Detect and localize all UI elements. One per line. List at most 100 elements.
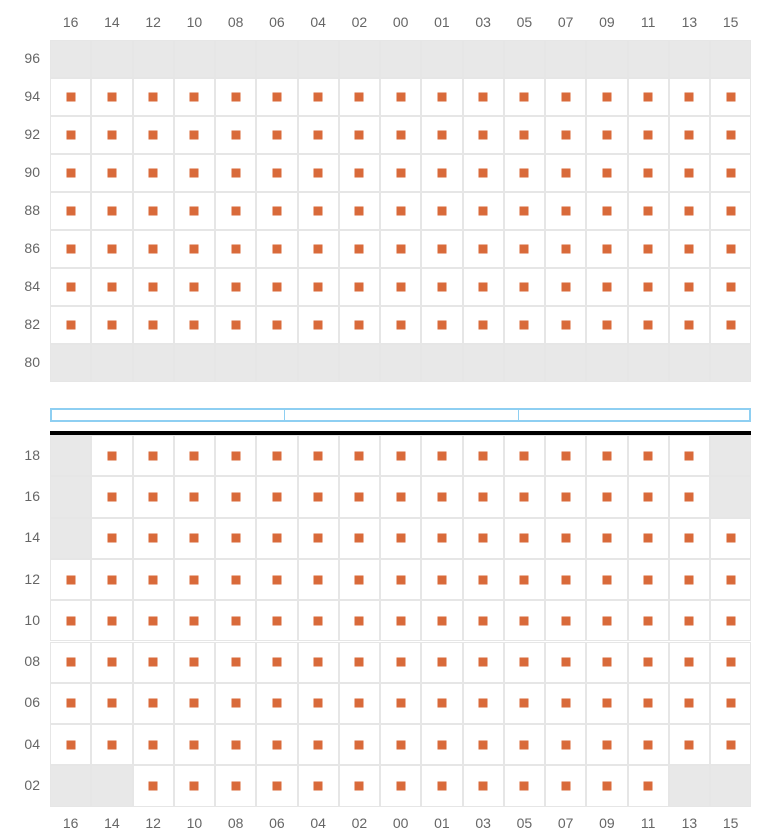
seat-cell[interactable] — [669, 435, 710, 476]
seat-cell[interactable] — [339, 683, 380, 724]
seat-cell[interactable] — [628, 435, 669, 476]
seat-cell[interactable] — [463, 435, 504, 476]
seat-cell[interactable] — [380, 683, 421, 724]
seat-cell[interactable] — [339, 230, 380, 268]
seat-cell[interactable] — [463, 559, 504, 600]
seat-cell[interactable] — [298, 642, 339, 683]
seat-cell[interactable] — [586, 518, 627, 559]
seat-cell[interactable] — [710, 724, 751, 765]
seat-cell[interactable] — [710, 600, 751, 641]
seat-cell[interactable] — [215, 642, 256, 683]
seat-cell[interactable] — [298, 268, 339, 306]
seat-cell[interactable] — [586, 192, 627, 230]
seat-cell[interactable] — [421, 683, 462, 724]
seat-cell[interactable] — [504, 724, 545, 765]
seat-cell[interactable] — [133, 765, 174, 806]
seat-cell[interactable] — [50, 154, 91, 192]
seat-cell[interactable] — [133, 518, 174, 559]
seat-cell[interactable] — [133, 306, 174, 344]
seat-cell[interactable] — [380, 724, 421, 765]
seat-cell[interactable] — [545, 116, 586, 154]
seat-cell[interactable] — [586, 78, 627, 116]
seat-cell[interactable] — [545, 476, 586, 517]
seat-cell[interactable] — [504, 435, 545, 476]
seat-cell[interactable] — [91, 559, 132, 600]
seat-cell[interactable] — [586, 600, 627, 641]
seat-cell[interactable] — [504, 476, 545, 517]
seat-cell[interactable] — [50, 192, 91, 230]
seat-cell[interactable] — [133, 154, 174, 192]
seat-cell[interactable] — [339, 268, 380, 306]
seat-cell[interactable] — [133, 268, 174, 306]
seat-cell[interactable] — [628, 268, 669, 306]
seat-cell[interactable] — [504, 116, 545, 154]
seat-cell[interactable] — [463, 724, 504, 765]
seat-cell[interactable] — [669, 154, 710, 192]
seat-cell[interactable] — [298, 435, 339, 476]
seat-cell[interactable] — [421, 192, 462, 230]
seat-cell[interactable] — [463, 192, 504, 230]
seat-cell[interactable] — [545, 306, 586, 344]
seat-cell[interactable] — [421, 78, 462, 116]
seat-cell[interactable] — [463, 600, 504, 641]
seat-cell[interactable] — [339, 518, 380, 559]
seat-cell[interactable] — [628, 683, 669, 724]
seat-cell[interactable] — [91, 724, 132, 765]
seat-cell[interactable] — [380, 435, 421, 476]
seat-cell[interactable] — [710, 78, 751, 116]
seat-cell[interactable] — [91, 476, 132, 517]
seat-cell[interactable] — [504, 230, 545, 268]
seat-cell[interactable] — [50, 116, 91, 154]
seat-cell[interactable] — [174, 559, 215, 600]
seat-cell[interactable] — [215, 559, 256, 600]
seat-cell[interactable] — [50, 306, 91, 344]
seat-cell[interactable] — [421, 154, 462, 192]
seat-cell[interactable] — [669, 559, 710, 600]
seat-cell[interactable] — [586, 724, 627, 765]
seat-cell[interactable] — [215, 230, 256, 268]
seat-cell[interactable] — [174, 724, 215, 765]
seat-cell[interactable] — [133, 78, 174, 116]
seat-cell[interactable] — [545, 435, 586, 476]
seat-cell[interactable] — [174, 230, 215, 268]
seat-cell[interactable] — [50, 230, 91, 268]
seat-cell[interactable] — [133, 230, 174, 268]
seat-cell[interactable] — [174, 435, 215, 476]
seat-cell[interactable] — [463, 78, 504, 116]
seat-cell[interactable] — [298, 306, 339, 344]
seat-cell[interactable] — [339, 306, 380, 344]
seat-cell[interactable] — [91, 683, 132, 724]
seat-cell[interactable] — [586, 559, 627, 600]
seat-cell[interactable] — [174, 642, 215, 683]
seat-cell[interactable] — [339, 765, 380, 806]
seat-cell[interactable] — [380, 476, 421, 517]
seat-cell[interactable] — [545, 724, 586, 765]
seat-cell[interactable] — [669, 230, 710, 268]
seat-cell[interactable] — [91, 600, 132, 641]
seat-cell[interactable] — [91, 642, 132, 683]
seat-cell[interactable] — [421, 559, 462, 600]
seat-cell[interactable] — [380, 230, 421, 268]
seat-cell[interactable] — [669, 192, 710, 230]
seat-cell[interactable] — [421, 116, 462, 154]
seat-cell[interactable] — [380, 268, 421, 306]
seat-cell[interactable] — [133, 192, 174, 230]
seat-cell[interactable] — [545, 765, 586, 806]
seat-cell[interactable] — [380, 116, 421, 154]
seat-cell[interactable] — [215, 765, 256, 806]
seat-cell[interactable] — [545, 230, 586, 268]
seat-cell[interactable] — [545, 268, 586, 306]
seat-cell[interactable] — [256, 306, 297, 344]
seat-cell[interactable] — [710, 192, 751, 230]
seat-cell[interactable] — [133, 642, 174, 683]
seat-cell[interactable] — [339, 476, 380, 517]
seat-cell[interactable] — [298, 765, 339, 806]
seat-cell[interactable] — [50, 724, 91, 765]
seat-cell[interactable] — [504, 642, 545, 683]
seat-cell[interactable] — [669, 600, 710, 641]
seat-cell[interactable] — [50, 600, 91, 641]
seat-cell[interactable] — [50, 683, 91, 724]
seat-cell[interactable] — [174, 476, 215, 517]
seat-cell[interactable] — [586, 230, 627, 268]
seat-cell[interactable] — [669, 518, 710, 559]
